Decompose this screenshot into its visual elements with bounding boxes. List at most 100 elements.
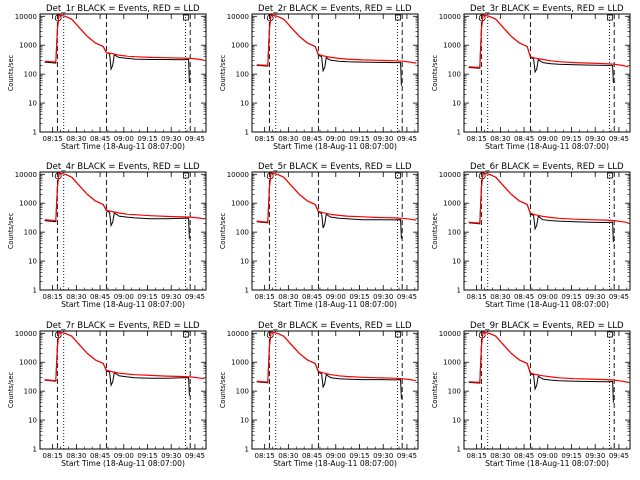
lld-series-line <box>44 172 205 222</box>
y-tick-label: 1 <box>245 287 249 295</box>
x-tick-label: 09:15 <box>349 293 369 301</box>
y-tick-label: 1000 <box>231 42 249 50</box>
x-tick-label: 09:45 <box>609 135 629 143</box>
y-tick-label: 10 <box>28 258 37 266</box>
y-tick-label: 10 <box>240 417 249 425</box>
y-tick-label: 10000 <box>439 171 461 179</box>
x-tick-label: 08:30 <box>66 452 86 460</box>
lld-series-line <box>44 14 205 63</box>
x-axis-label: Start Time (18-Aug-11 08:07:00) <box>273 459 397 468</box>
x-tick-label: 08:15 <box>467 452 487 460</box>
x-axis-label: Start Time (18-Aug-11 08:07:00) <box>273 300 397 309</box>
x-tick-label: 08:45 <box>90 135 110 143</box>
y-tick-label: 10000 <box>15 330 37 338</box>
y-tick-label: 10 <box>452 417 461 425</box>
chart-title: Det_7r BLACK = Events, RED = LLD <box>46 321 200 331</box>
chart-title: Det_5r BLACK = Events, RED = LLD <box>258 162 412 172</box>
x-tick-label: 09:15 <box>349 135 369 143</box>
x-tick-label: 09:15 <box>137 135 157 143</box>
plot-frame <box>463 171 631 291</box>
x-tick-label: 08:15 <box>255 293 275 301</box>
y-tick-label: 1000 <box>443 359 461 367</box>
y-tick-label: 10000 <box>15 13 37 21</box>
lld-series-line <box>256 14 417 67</box>
x-tick-label: 08:15 <box>255 452 275 460</box>
lld-series-line <box>468 331 629 384</box>
events-series-line <box>44 331 190 396</box>
y-tick-label: 100 <box>24 388 37 396</box>
y-tick-label: 10 <box>452 100 461 108</box>
marker-square <box>607 14 613 21</box>
plot-frame <box>39 171 207 291</box>
chart-panel: Det_6r BLACK = Events, RED = LLD 1 10 100 10… <box>431 162 631 309</box>
y-axis-label: Counts/sec <box>7 371 15 408</box>
x-tick-label: 09:45 <box>609 452 629 460</box>
x-tick-label: 09:15 <box>349 452 369 460</box>
x-tick-label: 08:45 <box>302 452 322 460</box>
x-tick-label: 08:15 <box>467 135 487 143</box>
lld-series-line <box>256 331 417 383</box>
y-tick-label: 10000 <box>227 13 249 21</box>
x-axis-label: Start Time (18-Aug-11 08:07:00) <box>273 142 397 151</box>
marker-square <box>395 172 401 179</box>
lld-series-line <box>468 14 629 69</box>
x-tick-label: 09:45 <box>397 293 417 301</box>
y-tick-label: 1 <box>457 287 461 295</box>
chart-title: Det_4r BLACK = Events, RED = LLD <box>46 162 200 172</box>
x-axis-label: Start Time (18-Aug-11 08:07:00) <box>61 300 185 309</box>
y-tick-label: 100 <box>236 388 249 396</box>
x-tick-label: 08:45 <box>514 452 534 460</box>
y-tick-label: 1000 <box>19 42 37 50</box>
x-tick-label: 08:30 <box>66 135 86 143</box>
x-tick-label: 09:30 <box>585 293 605 301</box>
y-tick-label: 10 <box>240 258 249 266</box>
events-series-line <box>44 172 190 239</box>
x-tick-label: 08:45 <box>514 135 534 143</box>
x-tick-label: 08:15 <box>43 452 63 460</box>
y-tick-label: 10 <box>240 100 249 108</box>
x-tick-label: 09:30 <box>373 452 393 460</box>
lld-series-line <box>468 172 629 224</box>
x-tick-label: 09:45 <box>185 452 205 460</box>
y-axis-label: Counts/sec <box>7 212 15 249</box>
x-tick-label: 09:45 <box>609 293 629 301</box>
chart-title: Det_3r BLACK = Events, RED = LLD <box>470 4 624 14</box>
x-tick-label: 08:30 <box>278 452 298 460</box>
y-axis-label: Counts/sec <box>431 371 439 408</box>
events-series-line <box>256 172 402 239</box>
y-tick-label: 10 <box>28 100 37 108</box>
y-tick-label: 100 <box>448 71 461 79</box>
x-axis-label: Start Time (18-Aug-11 08:07:00) <box>61 142 185 151</box>
x-tick-label: 09:00 <box>114 135 134 143</box>
x-tick-label: 08:45 <box>90 452 110 460</box>
y-tick-label: 100 <box>236 229 249 237</box>
chart-panel: Det_4r BLACK = Events, RED = LLD 1 10 100 10… <box>7 162 207 309</box>
y-tick-label: 100 <box>24 229 37 237</box>
y-tick-label: 1000 <box>19 200 37 208</box>
lld-series-line <box>44 331 205 382</box>
marker-square <box>183 331 189 338</box>
x-tick-label: 08:45 <box>302 135 322 143</box>
y-tick-label: 10 <box>452 258 461 266</box>
x-tick-label: 09:15 <box>561 293 581 301</box>
y-tick-label: 10000 <box>227 171 249 179</box>
chart-title: Det_8r BLACK = Events, RED = LLD <box>258 321 412 331</box>
y-tick-label: 1000 <box>443 200 461 208</box>
x-tick-label: 08:45 <box>514 293 534 301</box>
y-tick-label: 100 <box>448 388 461 396</box>
plot-frame <box>251 171 419 291</box>
y-tick-label: 1000 <box>231 359 249 367</box>
y-axis-label: Counts/sec <box>219 371 227 408</box>
x-tick-label: 08:30 <box>278 135 298 143</box>
y-tick-label: 1 <box>33 287 37 295</box>
events-series-line <box>256 331 402 399</box>
chart-panel: Det_3r BLACK = Events, RED = LLD 1 10 100 10… <box>431 4 631 151</box>
marker-square <box>183 14 189 21</box>
chart-title: Det_1r BLACK = Events, RED = LLD <box>46 4 200 14</box>
x-tick-label: 08:30 <box>490 452 510 460</box>
x-tick-label: 09:00 <box>326 135 346 143</box>
y-tick-label: 100 <box>24 71 37 79</box>
x-tick-label: 09:00 <box>538 135 558 143</box>
x-tick-label: 08:45 <box>90 293 110 301</box>
chart-panel: Det_7r BLACK = Events, RED = LLD 1 10 100 10… <box>7 321 207 468</box>
